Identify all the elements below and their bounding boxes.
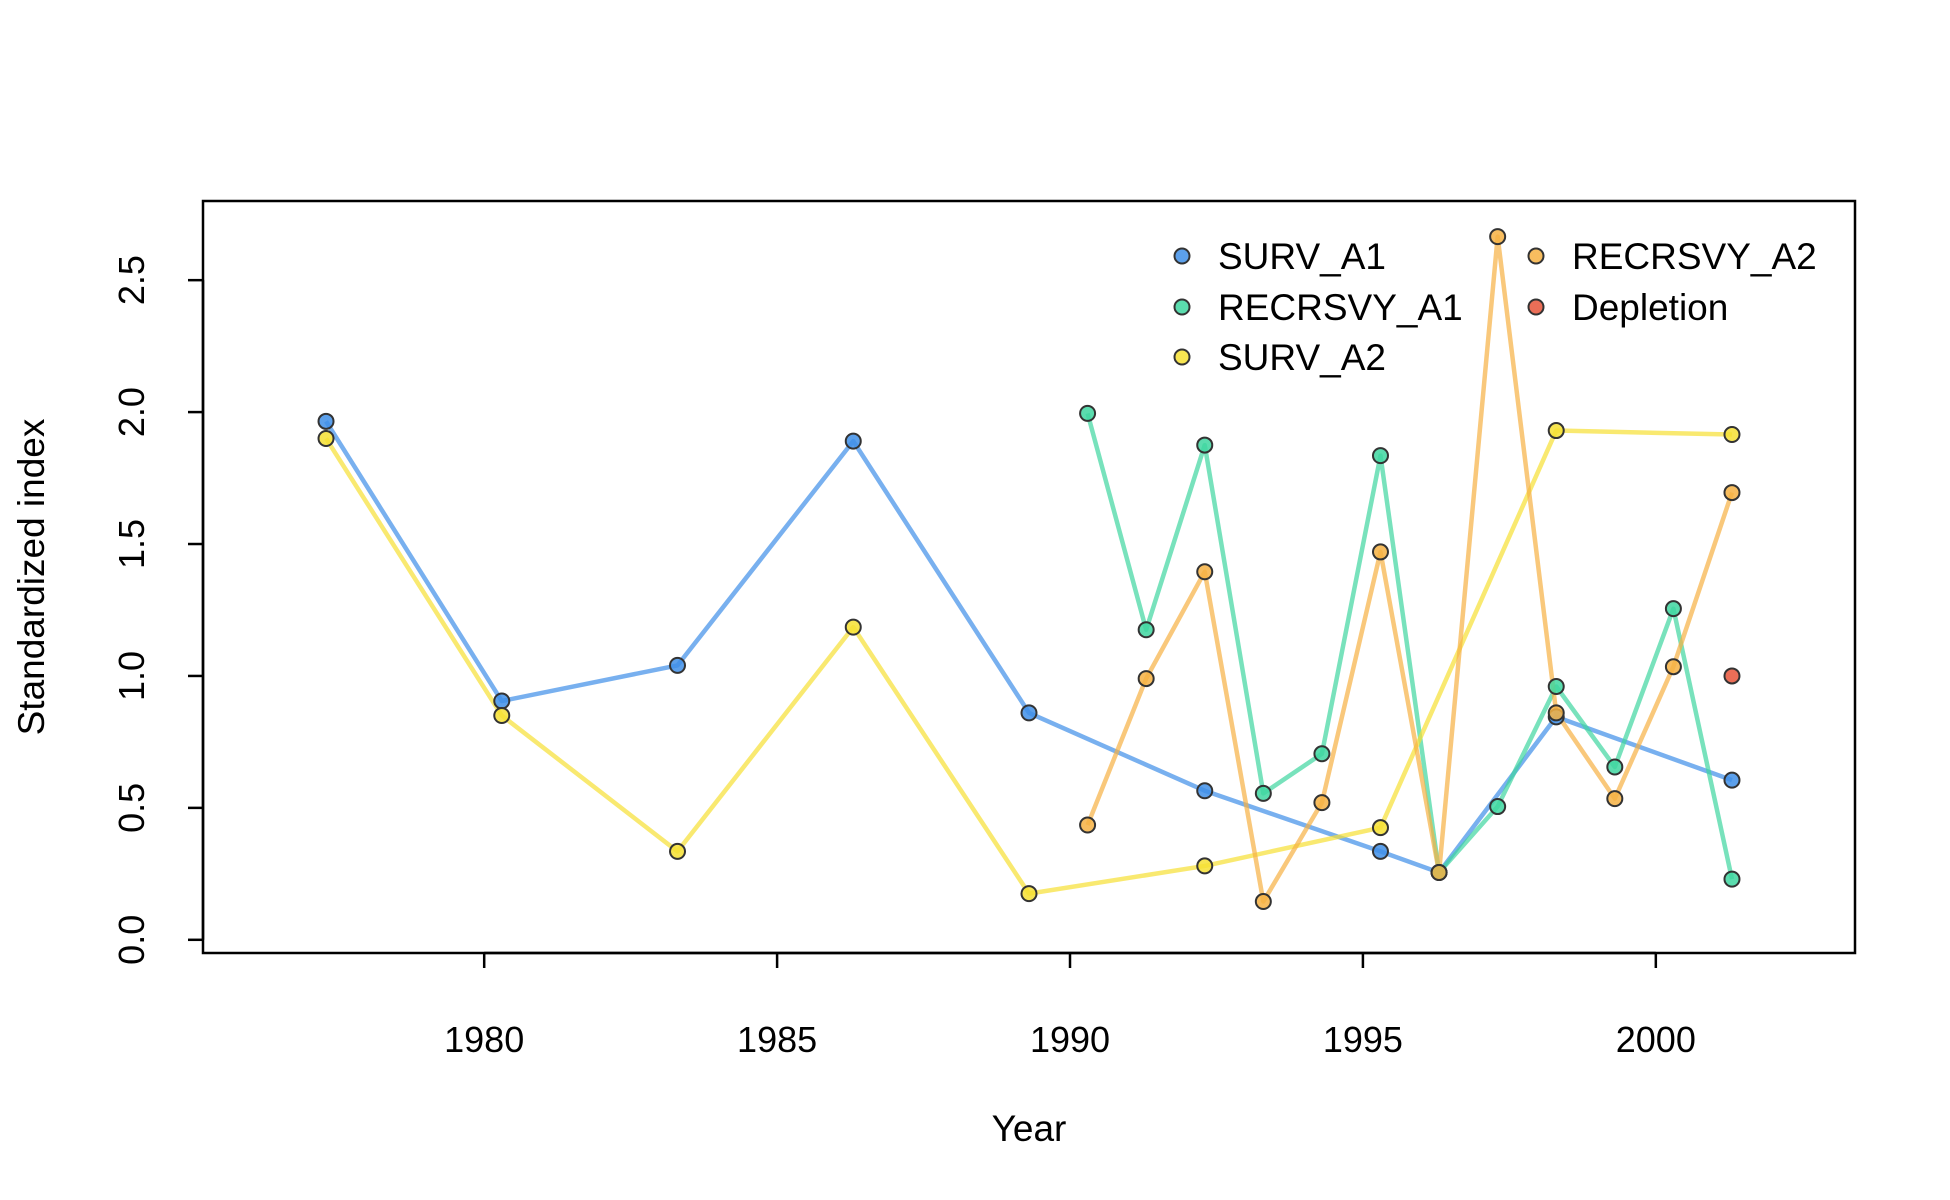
x-tick-label: 1990 <box>1030 1019 1110 1060</box>
legend-marker-recrsvy-a1 <box>1173 298 1191 316</box>
y-tick-label: 2.0 <box>111 387 152 437</box>
x-tick-label: 1980 <box>444 1019 524 1060</box>
data-point-surv-a2 <box>1547 422 1565 440</box>
data-point-surv-a1 <box>493 692 511 710</box>
legend-label-recrsvy-a1: RECRSVY_A1 <box>1218 287 1463 328</box>
data-point-depletion <box>1723 667 1741 685</box>
data-point-surv-a1 <box>1723 771 1741 789</box>
data-point-recrsvy-a1 <box>1313 745 1331 763</box>
data-point-recrsvy-a2 <box>1489 228 1507 246</box>
y-tick-label: 1.5 <box>111 519 152 569</box>
legend-item-surv-a1: SURV_A1 <box>1173 236 1386 277</box>
data-point-surv-a1 <box>1196 782 1214 800</box>
data-point-surv-a2 <box>317 429 335 447</box>
legend-item-surv-a2: SURV_A2 <box>1173 337 1386 378</box>
data-point-recrsvy-a2 <box>1137 670 1155 688</box>
data-point-recrsvy-a1 <box>1196 436 1214 454</box>
legend-marker-depletion <box>1527 298 1545 316</box>
legend-marker-surv-a1 <box>1173 247 1191 265</box>
y-tick-label: 2.5 <box>111 255 152 305</box>
data-point-recrsvy-a1 <box>1137 621 1155 639</box>
x-axis-title: Year <box>992 1108 1067 1149</box>
series-line-surv-a1 <box>324 420 1733 875</box>
data-point-surv-a1 <box>1371 842 1389 860</box>
data-point-surv-a2 <box>1196 857 1214 875</box>
data-point-recrsvy-a2 <box>1606 790 1624 808</box>
x-tick-label: 1995 <box>1323 1019 1403 1060</box>
legend: SURV_A1 RECRSVY_A1 SURV_A2 RECRSVY_A2 Deplet… <box>1173 236 1817 378</box>
series-line-recrsvy-a1 <box>1085 412 1735 880</box>
legend-item-recrsvy-a2: RECRSVY_A2 <box>1527 236 1817 277</box>
data-point-surv-a2 <box>669 842 687 860</box>
legend-marker-recrsvy-a2 <box>1527 247 1545 265</box>
legend-item-recrsvy-a1: RECRSVY_A1 <box>1173 287 1463 328</box>
legend-marker-surv-a2 <box>1173 348 1191 366</box>
data-point-surv-a2 <box>844 618 862 636</box>
data-point-recrsvy-a1 <box>1547 678 1565 696</box>
data-point-recrsvy-a2 <box>1254 893 1272 911</box>
legend-label-surv-a1: SURV_A1 <box>1218 236 1386 277</box>
data-point-surv-a1 <box>844 432 862 450</box>
data-point-surv-a1 <box>1020 704 1038 722</box>
x-tick-label: 1985 <box>737 1019 817 1060</box>
data-point-recrsvy-a1 <box>1606 758 1624 776</box>
legend-label-depletion: Depletion <box>1572 287 1728 328</box>
legend-label-surv-a2: SURV_A2 <box>1218 337 1386 378</box>
data-point-recrsvy-a1 <box>1079 404 1097 422</box>
data-point-recrsvy-a2 <box>1196 563 1214 581</box>
data-point-recrsvy-a2 <box>1723 484 1741 502</box>
series-layer <box>317 228 1741 911</box>
y-tick-label: 1.0 <box>111 651 152 701</box>
y-axis-title: Standardized index <box>11 418 52 735</box>
data-point-recrsvy-a1 <box>1254 784 1272 802</box>
series-lines <box>324 234 1735 904</box>
series-line-surv-a2 <box>324 428 1733 896</box>
data-point-surv-a1 <box>669 656 687 674</box>
data-point-surv-a1 <box>317 412 335 430</box>
data-point-recrsvy-a2 <box>1430 864 1448 882</box>
data-point-surv-a2 <box>1020 885 1038 903</box>
data-point-surv-a2 <box>1371 819 1389 837</box>
series-points <box>317 228 1741 911</box>
legend-item-depletion: Depletion <box>1527 287 1728 328</box>
data-point-surv-a2 <box>493 707 511 725</box>
y-tick-label: 0.0 <box>111 915 152 965</box>
data-point-recrsvy-a2 <box>1547 704 1565 722</box>
y-axis: 0.0 0.5 1.0 1.5 2.0 2.5 <box>111 255 205 965</box>
data-point-recrsvy-a1 <box>1371 447 1389 465</box>
data-point-recrsvy-a1 <box>1664 600 1682 618</box>
data-point-recrsvy-a2 <box>1664 658 1682 676</box>
series-line-recrsvy-a2 <box>1085 234 1735 904</box>
data-point-recrsvy-a2 <box>1313 794 1331 812</box>
x-axis: 1980 1985 1990 1995 2000 <box>444 951 1696 1060</box>
data-point-recrsvy-a1 <box>1723 870 1741 888</box>
x-tick-label: 2000 <box>1616 1019 1696 1060</box>
data-point-surv-a2 <box>1723 426 1741 444</box>
y-tick-label: 0.5 <box>111 783 152 833</box>
data-point-recrsvy-a2 <box>1371 543 1389 561</box>
legend-label-recrsvy-a2: RECRSVY_A2 <box>1572 236 1817 277</box>
data-point-recrsvy-a1 <box>1489 798 1507 816</box>
data-point-recrsvy-a2 <box>1079 816 1097 834</box>
